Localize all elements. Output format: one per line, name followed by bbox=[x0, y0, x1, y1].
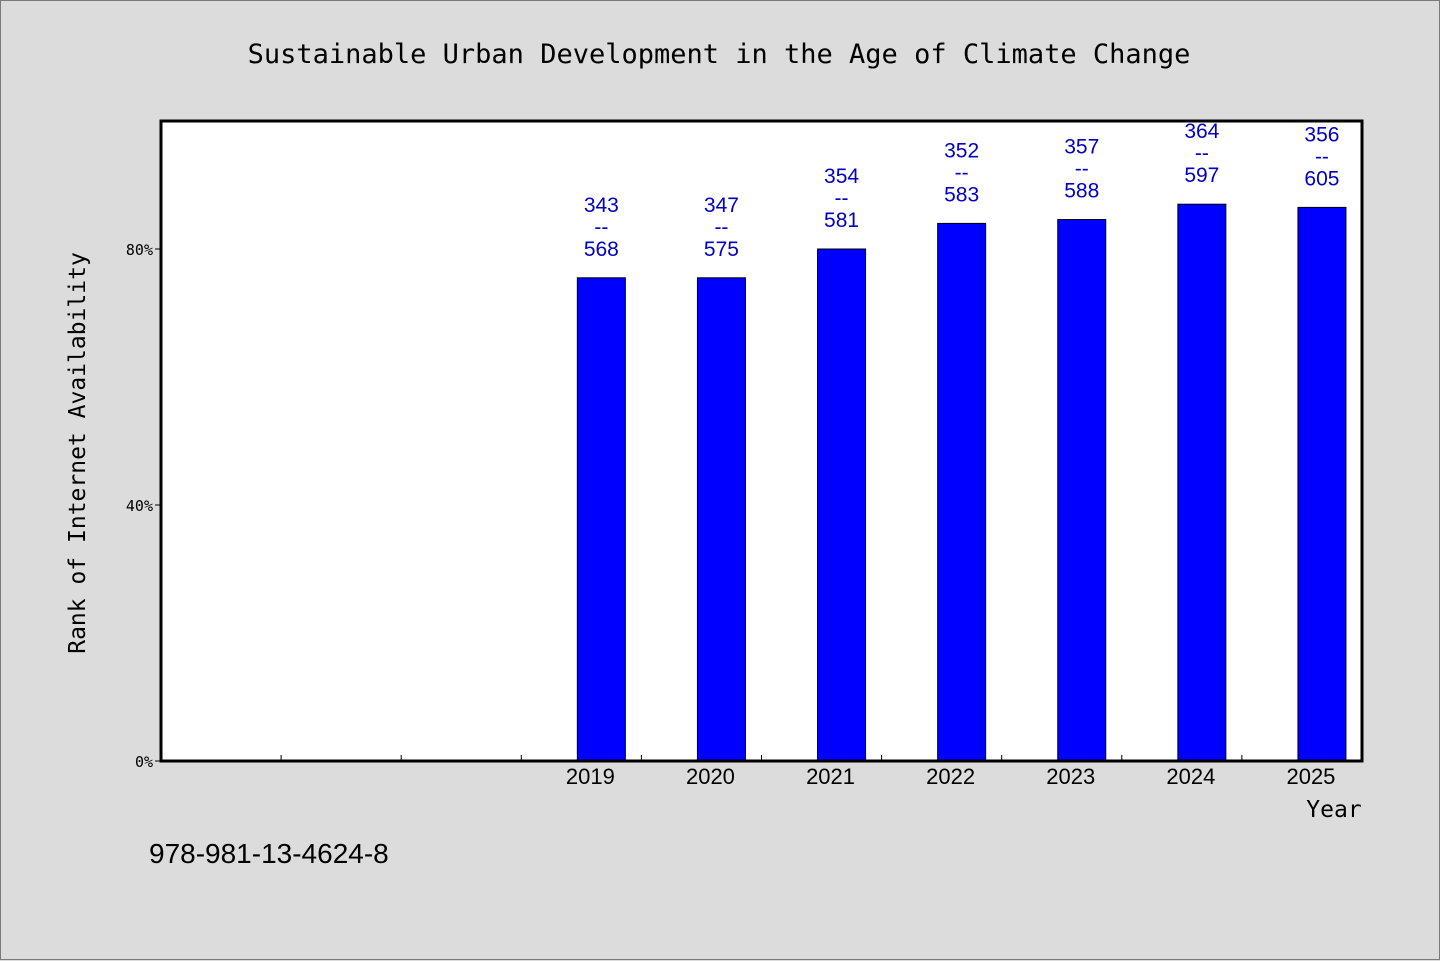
bar bbox=[937, 222, 987, 762]
x-tick-label: 2020 bbox=[686, 764, 735, 789]
bar-data-label: -- bbox=[1315, 145, 1329, 168]
x-tick-label: 2024 bbox=[1166, 764, 1215, 789]
bar-data-label: 347 bbox=[704, 194, 739, 217]
bar-data-label: -- bbox=[835, 187, 849, 210]
y-tick-label: 0% bbox=[135, 753, 153, 771]
bar-data-label: -- bbox=[714, 216, 728, 239]
data-labels-group: 343--568347--575354--581352--583357--588… bbox=[584, 120, 1340, 261]
bar bbox=[696, 277, 746, 762]
bar-data-label: 364 bbox=[1184, 120, 1219, 143]
x-tick-label: 2021 bbox=[806, 764, 855, 789]
bar bbox=[576, 277, 626, 762]
x-tick-label: 2025 bbox=[1286, 764, 1335, 789]
x-tick-label: 2023 bbox=[1046, 764, 1095, 789]
bar-data-label: 597 bbox=[1184, 164, 1219, 187]
bar bbox=[817, 248, 867, 762]
bar-data-label: 354 bbox=[824, 165, 859, 188]
bar-data-label: 588 bbox=[1064, 180, 1099, 203]
bar-data-label: 605 bbox=[1304, 167, 1339, 190]
bar-data-label: 568 bbox=[584, 238, 619, 261]
isbn-label: 978-981-13-4624-8 bbox=[149, 838, 389, 869]
bar bbox=[1057, 219, 1107, 762]
bar-data-label: -- bbox=[955, 161, 969, 184]
y-tick-label: 80% bbox=[126, 241, 153, 259]
bar-data-label: 583 bbox=[944, 183, 979, 206]
x-ticks-group: 2019 2020 2021 2022 2023 2024 2025 bbox=[280, 755, 1335, 789]
x-axis-title: Year bbox=[1306, 797, 1361, 823]
y-ticks-group: 0% 40% 80% bbox=[126, 241, 161, 771]
bar bbox=[1297, 206, 1347, 762]
bar-data-label: 575 bbox=[704, 238, 739, 261]
x-tick-label: 2022 bbox=[926, 764, 975, 789]
bar-data-label: -- bbox=[1195, 142, 1209, 165]
bar-data-label: 352 bbox=[944, 139, 979, 162]
y-tick-label: 40% bbox=[126, 497, 153, 515]
bar-data-label: 357 bbox=[1064, 136, 1099, 159]
plot-area bbox=[161, 121, 1362, 761]
bar-data-label: 343 bbox=[584, 194, 619, 217]
chart-title: Sustainable Urban Development in the Age… bbox=[248, 39, 1191, 70]
bar bbox=[1177, 203, 1227, 762]
bar-data-label: -- bbox=[594, 216, 608, 239]
y-axis-title: Rank of Internet Availability bbox=[65, 252, 91, 654]
x-tick-label: 2019 bbox=[566, 764, 615, 789]
bar-data-label: 356 bbox=[1304, 123, 1339, 146]
plot-border bbox=[159, 119, 1364, 763]
bar-data-label: -- bbox=[1075, 158, 1089, 181]
bar-data-label: 581 bbox=[824, 209, 859, 232]
bars-group bbox=[576, 203, 1347, 762]
